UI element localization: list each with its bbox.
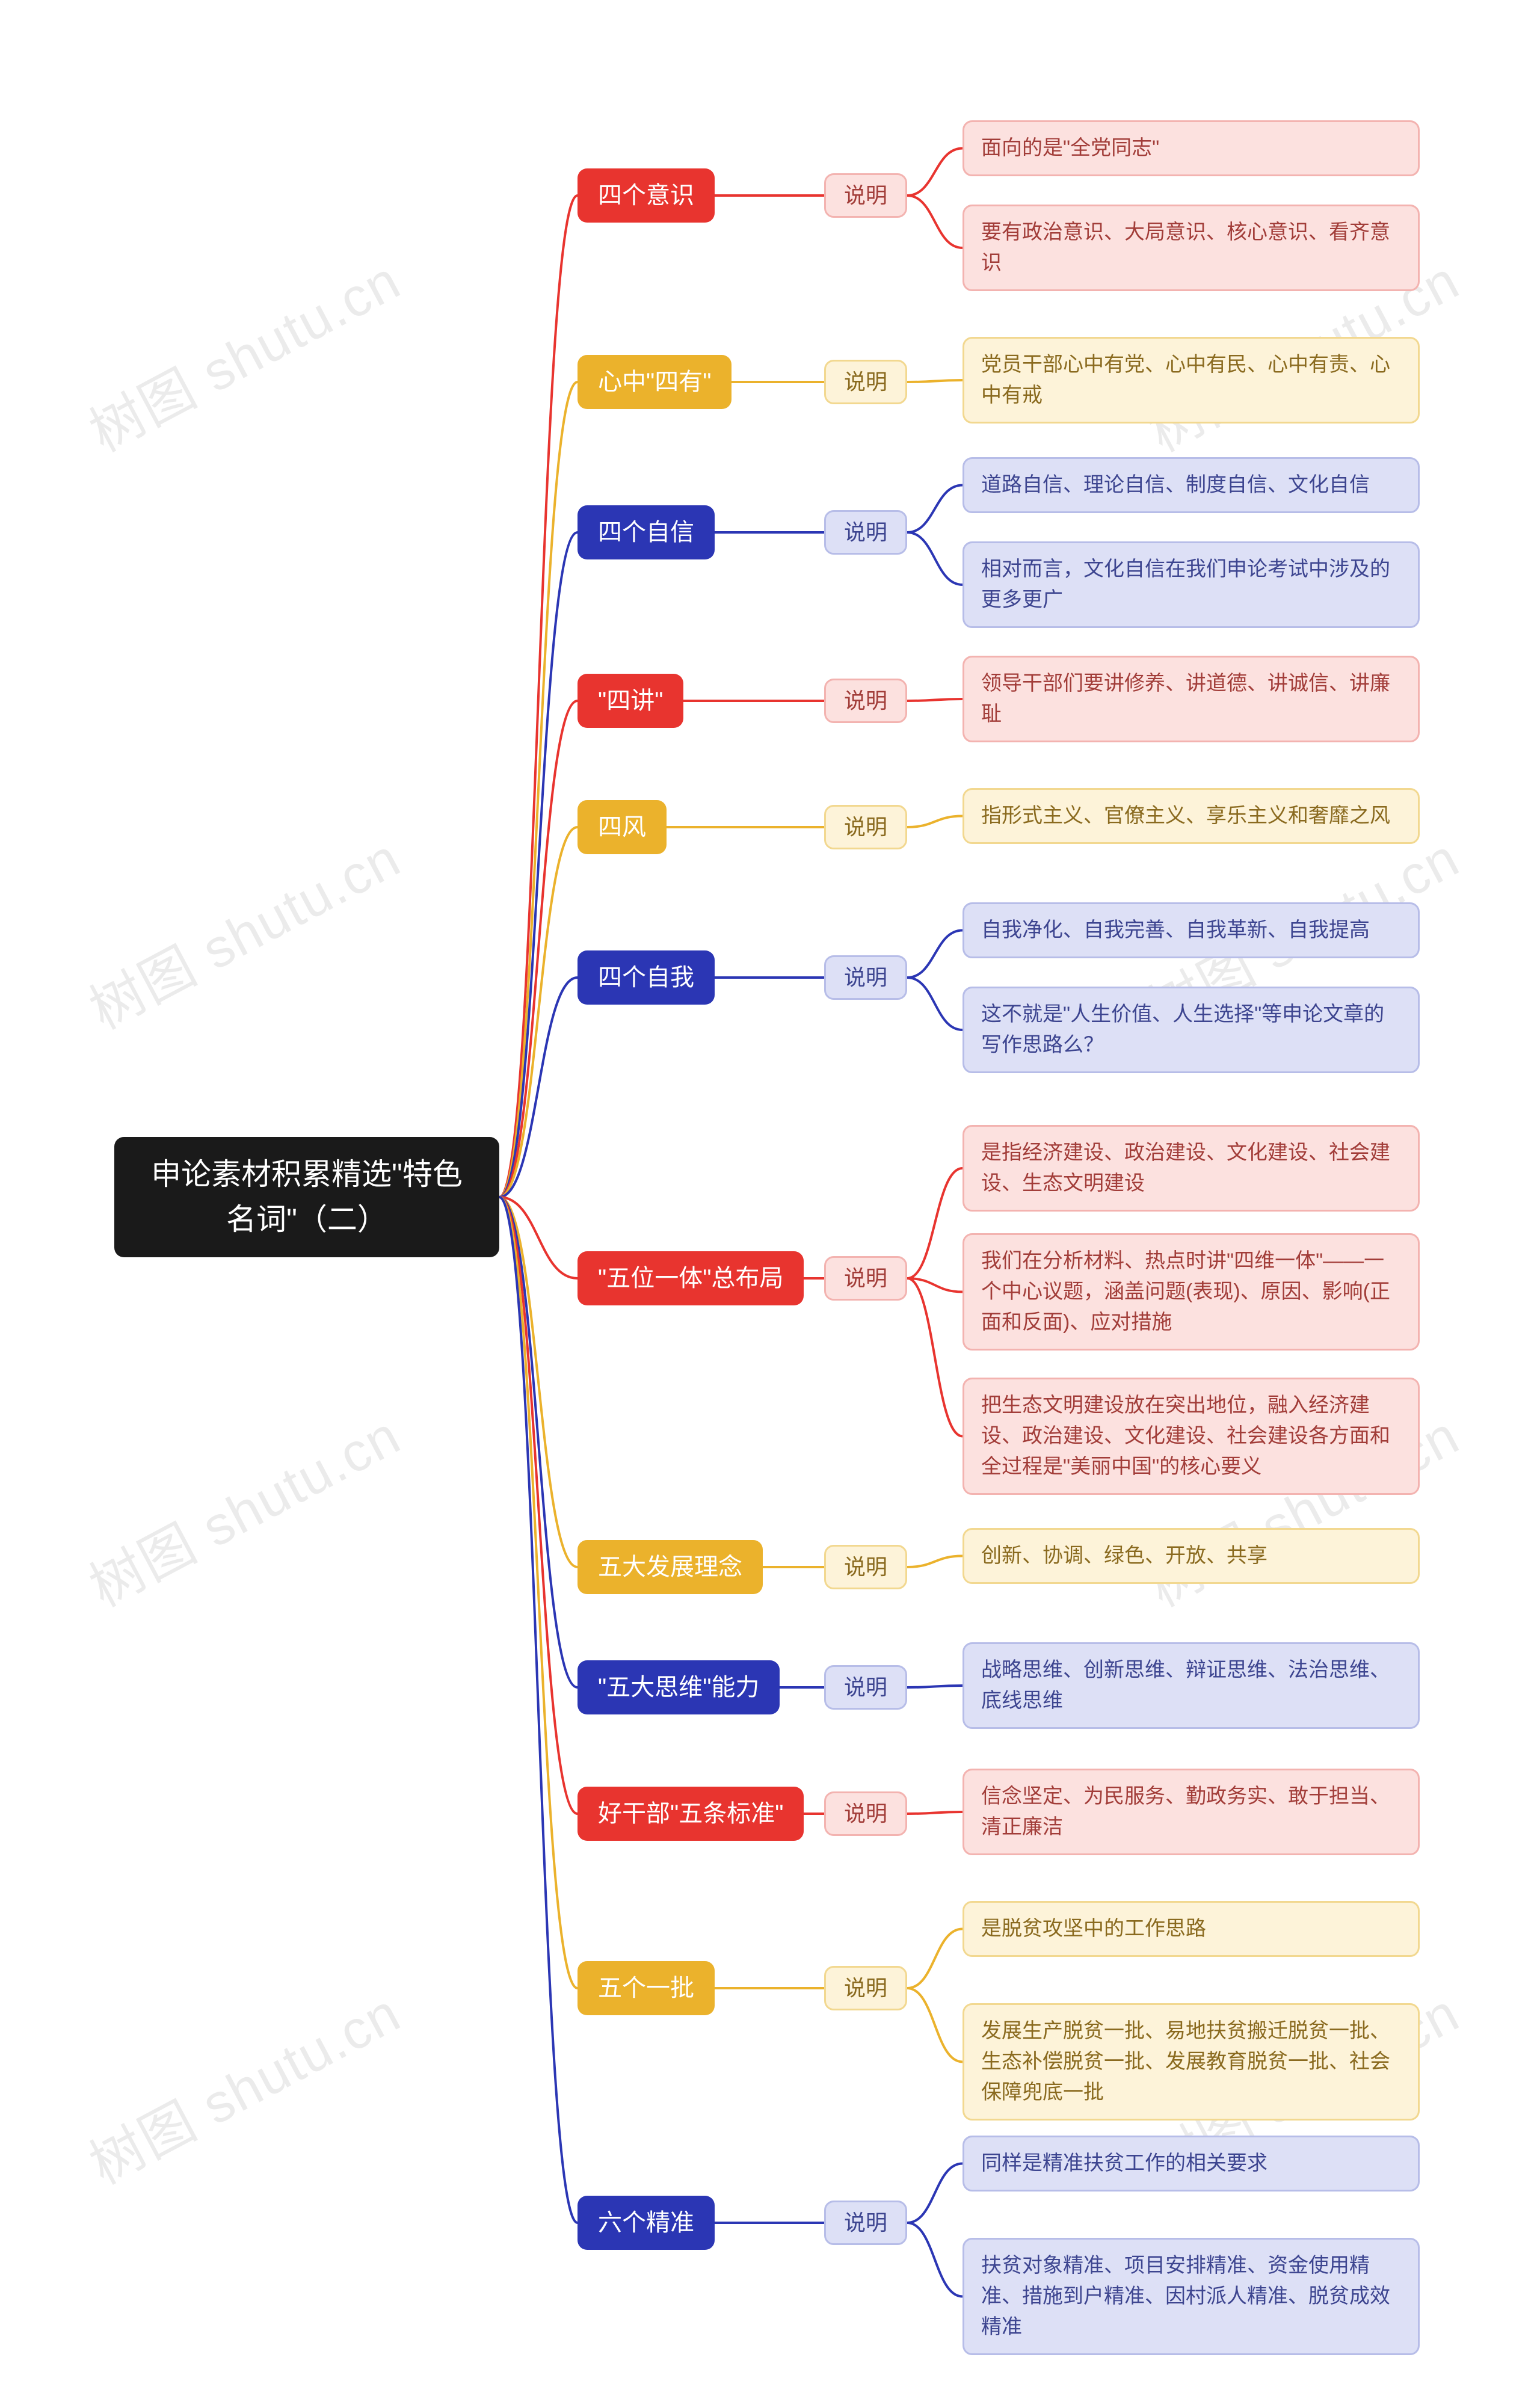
leaf-node[interactable]: 党员干部心中有党、心中有民、心中有责、心中有戒 [962,337,1420,424]
leaf-node[interactable]: 自我净化、自我完善、自我革新、自我提高 [962,902,1420,958]
watermark: 树图 shutu.cn [74,1970,412,2199]
leaf-node[interactable]: 面向的是"全党同志" [962,120,1420,176]
mid-node[interactable]: 说明 [824,955,907,1000]
watermark: 树图 shutu.cn [74,1392,412,1621]
root-node[interactable]: 申论素材积累精选"特色名词"（二） [114,1137,499,1257]
mid-node[interactable]: 说明 [824,510,907,555]
leaf-node[interactable]: 是脱贫攻坚中的工作思路 [962,1901,1420,1957]
leaf-node[interactable]: 要有政治意识、大局意识、核心意识、看齐意识 [962,205,1420,291]
branch-node[interactable]: 四风 [578,800,667,854]
leaf-node[interactable]: 把生态文明建设放在突出地位，融入经济建设、政治建设、文化建设、社会建设各方面和全… [962,1378,1420,1495]
branch-node[interactable]: "五位一体"总布局 [578,1251,804,1305]
leaf-node[interactable]: 是指经济建设、政治建设、文化建设、社会建设、生态文明建设 [962,1125,1420,1212]
watermark: 树图 shutu.cn [74,815,412,1044]
leaf-node[interactable]: 我们在分析材料、热点时讲"四维一体"——一个中心议题，涵盖问题(表现)、原因、影… [962,1233,1420,1351]
branch-node[interactable]: 心中"四有" [578,355,732,409]
branch-node[interactable]: 六个精准 [578,2196,715,2250]
branch-node[interactable]: 四个意识 [578,168,715,223]
watermark: 树图 shutu.cn [74,237,412,466]
mid-node[interactable]: 说明 [824,805,907,849]
mid-node[interactable]: 说明 [824,2201,907,2245]
leaf-node[interactable]: 领导干部们要讲修养、讲道德、讲诚信、讲廉耻 [962,656,1420,742]
mid-node[interactable]: 说明 [824,1256,907,1301]
mid-node[interactable]: 说明 [824,679,907,723]
mid-node[interactable]: 说明 [824,173,907,218]
branch-node[interactable]: 四个自我 [578,950,715,1005]
leaf-node[interactable]: 指形式主义、官僚主义、享乐主义和奢靡之风 [962,788,1420,844]
mid-node[interactable]: 说明 [824,1665,907,1710]
leaf-node[interactable]: 相对而言，文化自信在我们申论考试中涉及的更多更广 [962,541,1420,628]
branch-node[interactable]: "四讲" [578,674,683,728]
leaf-node[interactable]: 这不就是"人生价值、人生选择"等申论文章的写作思路么？ [962,987,1420,1073]
leaf-node[interactable]: 信念坚定、为民服务、勤政务实、敢于担当、清正廉洁 [962,1769,1420,1855]
mid-node[interactable]: 说明 [824,360,907,404]
mid-node[interactable]: 说明 [824,1791,907,1836]
leaf-node[interactable]: 发展生产脱贫一批、易地扶贫搬迁脱贫一批、生态补偿脱贫一批、发展教育脱贫一批、社会… [962,2003,1420,2121]
branch-node[interactable]: 好干部"五条标准" [578,1787,804,1841]
mid-node[interactable]: 说明 [824,1966,907,2010]
mid-node[interactable]: 说明 [824,1545,907,1589]
branch-node[interactable]: 五个一批 [578,1961,715,2015]
leaf-node[interactable]: 道路自信、理论自信、制度自信、文化自信 [962,457,1420,513]
leaf-node[interactable]: 扶贫对象精准、项目安排精准、资金使用精准、措施到户精准、因村派人精准、脱贫成效精… [962,2238,1420,2355]
leaf-node[interactable]: 创新、协调、绿色、开放、共享 [962,1528,1420,1584]
branch-node[interactable]: 五大发展理念 [578,1540,763,1594]
branch-node[interactable]: "五大思维"能力 [578,1660,780,1714]
branch-node[interactable]: 四个自信 [578,505,715,559]
leaf-node[interactable]: 战略思维、创新思维、辩证思维、法治思维、底线思维 [962,1642,1420,1729]
mindmap-canvas: 树图 shutu.cn 树图 shutu.cn 树图 shutu.cn 树图 shut… [0,0,1540,2384]
leaf-node[interactable]: 同样是精准扶贫工作的相关要求 [962,2136,1420,2191]
